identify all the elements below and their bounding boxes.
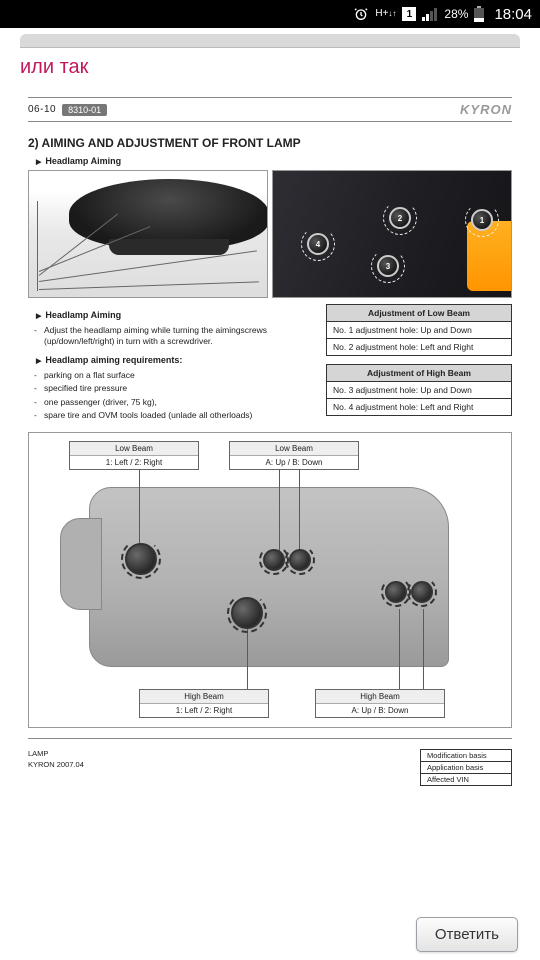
- label-high-ud: High Beam A: Up / B: Down: [315, 689, 445, 718]
- adj-dot-4: 4: [307, 233, 329, 255]
- sim-icon: 1: [402, 7, 416, 21]
- table-row: No. 2 adjustment hole: Left and Right: [327, 339, 511, 355]
- section-heading: 2) AIMING AND ADJUSTMENT OF FRONT LAMP: [28, 136, 512, 150]
- table-low-beam: Adjustment of Low Beam No. 1 adjustment …: [326, 304, 512, 356]
- clock: 18:04: [494, 6, 532, 23]
- table-header: Adjustment of Low Beam: [327, 305, 511, 322]
- list-item: one passenger (driver, 75 kg),: [44, 396, 316, 409]
- screw-icon: [385, 581, 407, 603]
- list-item: parking on a flat surface: [44, 369, 316, 382]
- post-title: или так: [0, 48, 540, 85]
- tab-strip[interactable]: [20, 34, 520, 48]
- battery-icon: [474, 6, 484, 22]
- subheading-2: Headlamp Aiming: [36, 310, 316, 320]
- alarm-icon: [353, 6, 369, 22]
- requirements-list: parking on a flat surface specified tire…: [28, 369, 316, 423]
- data-icon: H+ ↓↑: [375, 9, 396, 19]
- doc-code: 8310-01: [62, 104, 107, 116]
- table-header: Adjustment of High Beam: [327, 365, 511, 382]
- screw-icon: [289, 549, 311, 571]
- adj-dot-1: 1: [471, 209, 493, 231]
- headlamp-diagram: Low Beam 1: Left / 2: Right Low Beam A: …: [28, 432, 512, 728]
- footer-model: KYRON 2007.04: [28, 760, 84, 771]
- screw-icon: [125, 543, 157, 575]
- label-low-lr: Low Beam 1: Left / 2: Right: [69, 441, 199, 470]
- page-number: 06-10: [28, 104, 56, 115]
- label-high-lr: High Beam 1: Left / 2: Right: [139, 689, 269, 718]
- photo-aiming-front: [28, 170, 268, 298]
- label-low-ud: Low Beam A: Up / B: Down: [229, 441, 359, 470]
- table-row: No. 3 adjustment hole: Up and Down: [327, 382, 511, 399]
- reply-button[interactable]: Ответить: [416, 917, 518, 952]
- doc-header: 06-10 8310-01 KYRON: [28, 102, 512, 117]
- screw-icon: [263, 549, 285, 571]
- table-row: No. 1 adjustment hole: Up and Down: [327, 322, 511, 339]
- app-viewport: или так 06-10 8310-01 KYRON 2) AIMING AN…: [0, 28, 540, 960]
- footer-table: Modification basis Application basis Aff…: [420, 749, 512, 786]
- android-status-bar: H+ ↓↑ 1 28% 18:04: [0, 0, 540, 28]
- adj-dot-2: 2: [389, 207, 411, 229]
- footer-lamp: LAMP: [28, 749, 84, 760]
- list-item: spare tire and OVM tools loaded (unlade …: [44, 409, 316, 422]
- photo-row: 2 1 4 3: [28, 170, 512, 298]
- doc-footer: LAMP KYRON 2007.04 Modification basis Ap…: [28, 749, 512, 786]
- photo-engine-bay: 2 1 4 3: [272, 170, 512, 298]
- aiming-notes: Adjust the headlamp aiming while turning…: [28, 324, 316, 349]
- adj-dot-3: 3: [377, 255, 399, 277]
- doc-brand: KYRON: [460, 102, 512, 117]
- table-high-beam: Adjustment of High Beam No. 3 adjustment…: [326, 364, 512, 416]
- signal-icon: [422, 7, 438, 21]
- screw-icon: [411, 581, 433, 603]
- screw-icon: [231, 597, 263, 629]
- subheading-3: Headlamp aiming requirements:: [36, 355, 316, 365]
- battery-pct: 28%: [444, 7, 468, 21]
- document-page: 06-10 8310-01 KYRON 2) AIMING AND ADJUST…: [16, 85, 524, 905]
- list-item: specified tire pressure: [44, 382, 316, 395]
- table-row: No. 4 adjustment hole: Left and Right: [327, 399, 511, 415]
- list-item: Adjust the headlamp aiming while turning…: [44, 324, 316, 349]
- subheading-1: Headlamp Aiming: [36, 156, 512, 166]
- data-label: H+: [375, 9, 388, 19]
